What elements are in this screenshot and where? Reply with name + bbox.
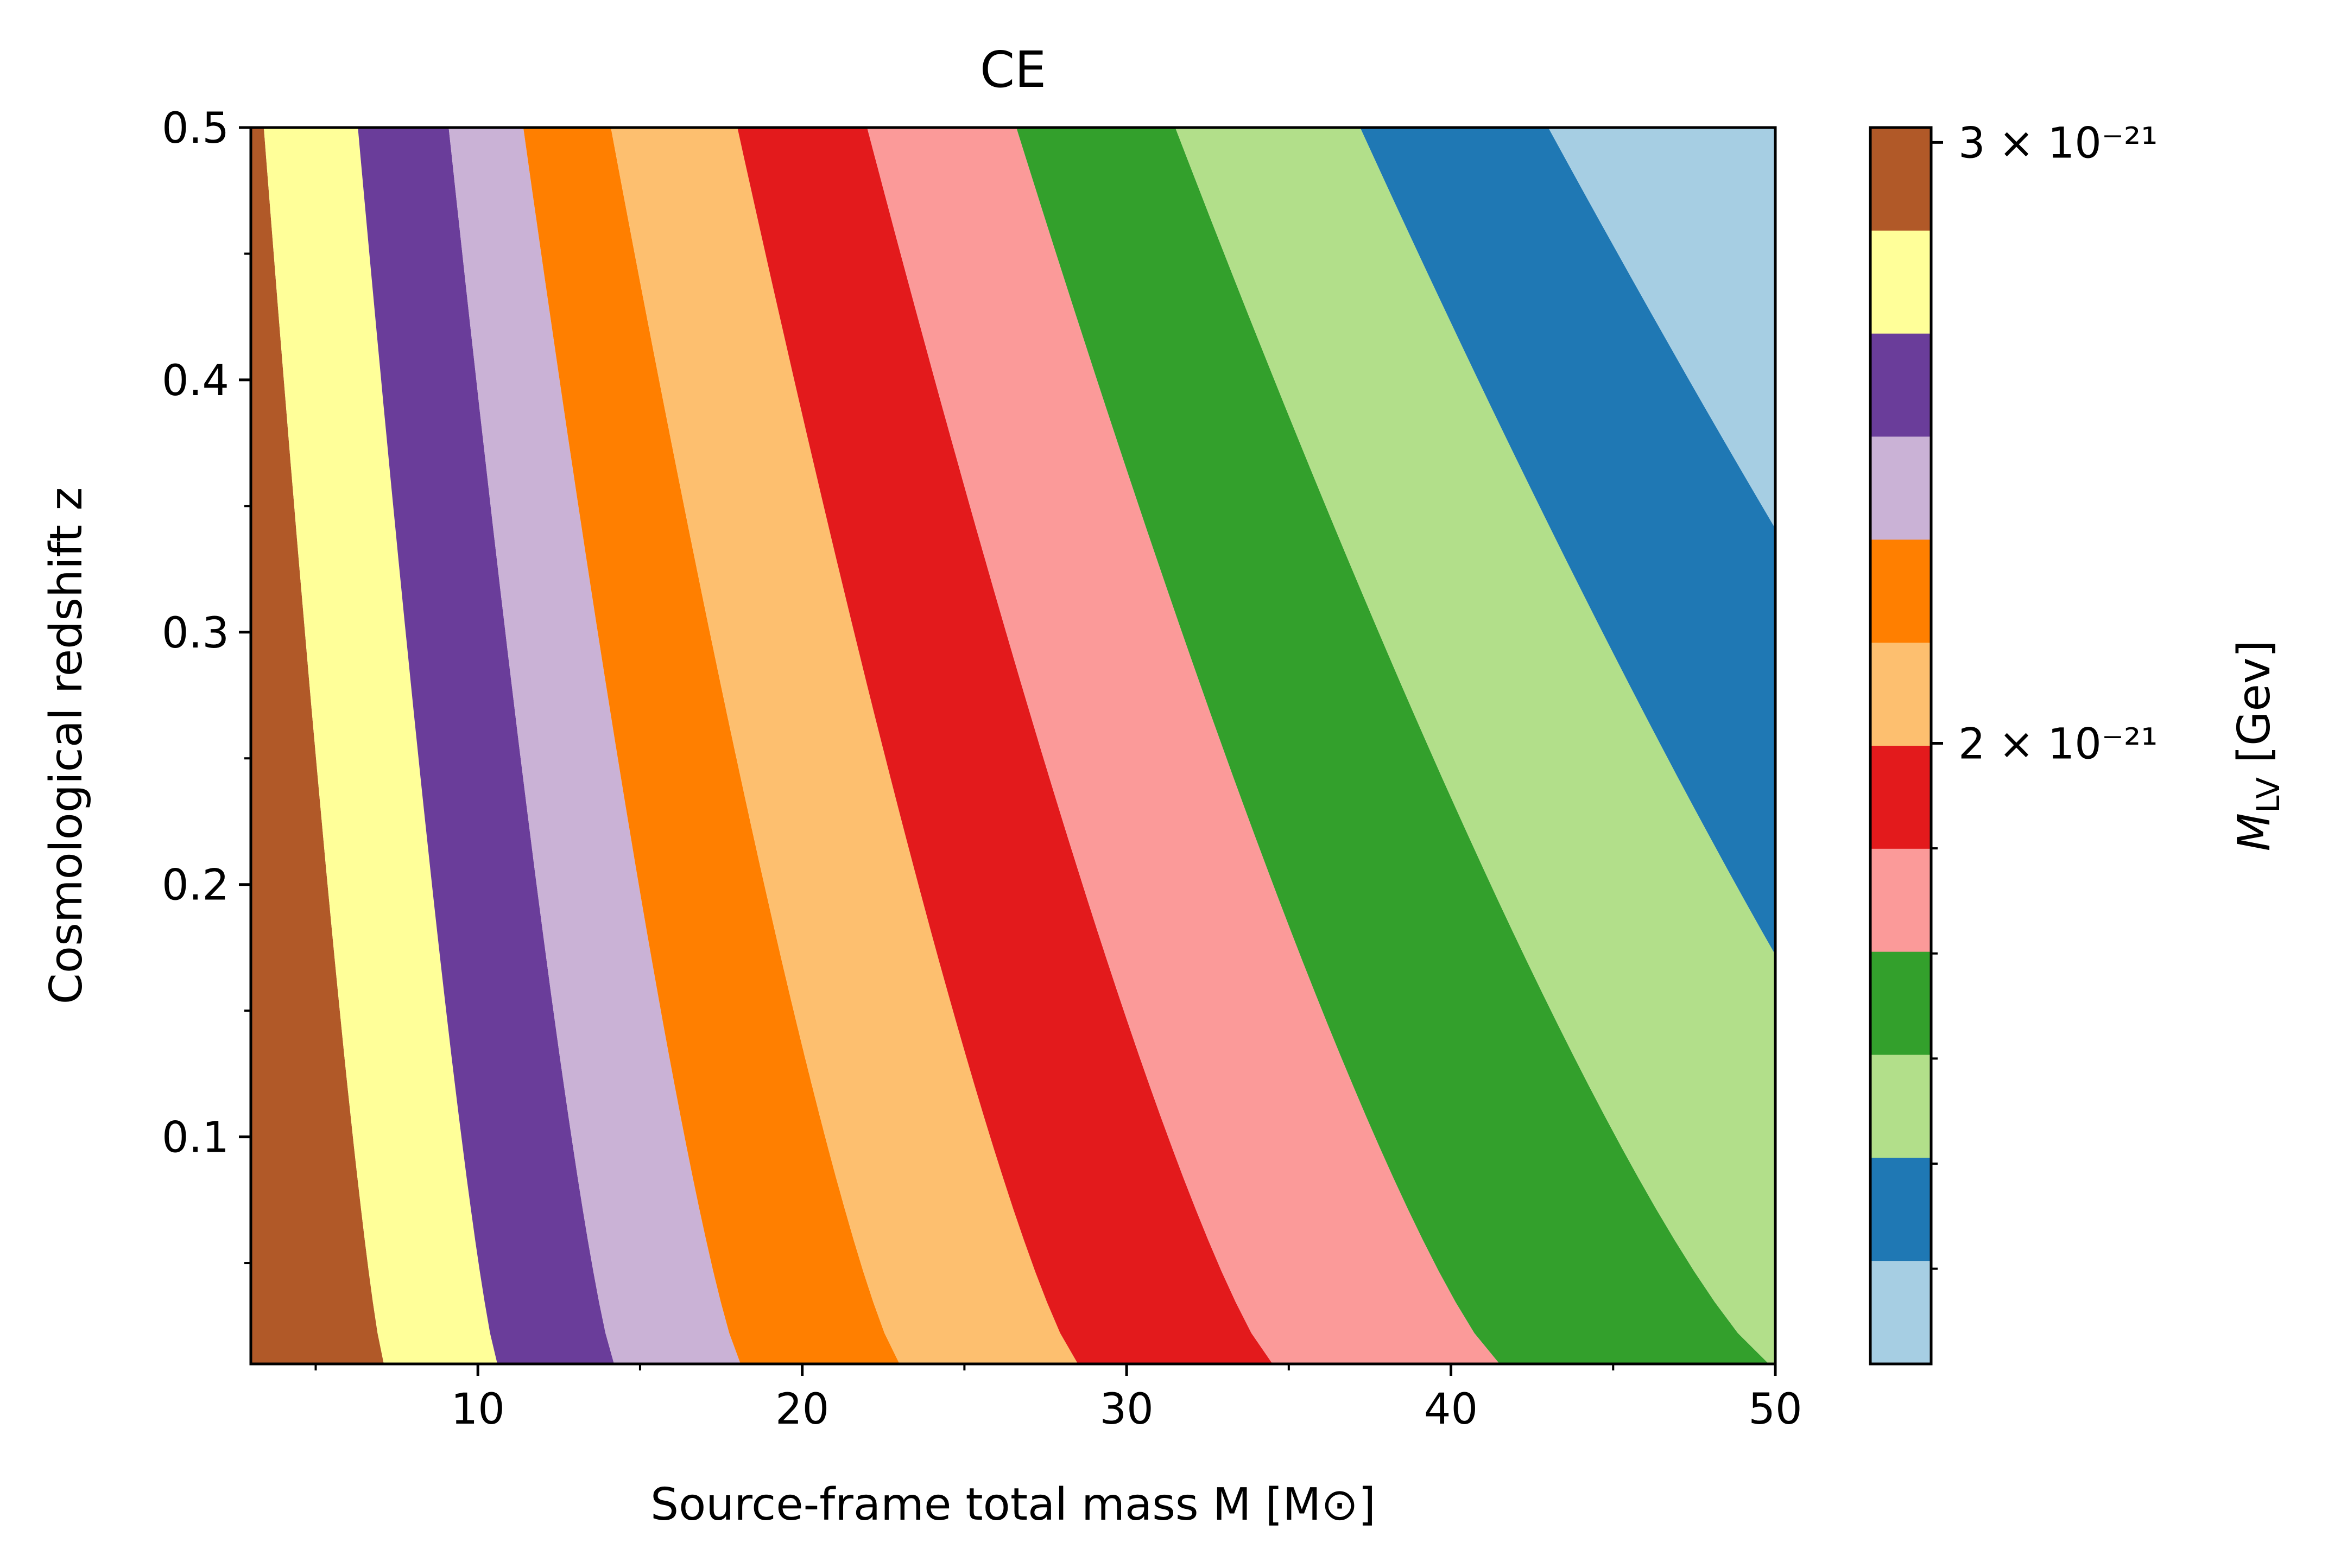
x-tick-label: 30 xyxy=(1099,1385,1153,1434)
chart-title: CE xyxy=(980,41,1046,99)
heatmap-band xyxy=(1548,128,1775,529)
colorbar-swatch xyxy=(1870,1055,1931,1158)
x-tick-label: 20 xyxy=(775,1385,829,1434)
colorbar-swatch xyxy=(1870,230,1931,334)
colorbar-swatch xyxy=(1870,848,1931,953)
colorbar-tick-label: 2 × 10⁻²¹ xyxy=(1958,720,2158,769)
colorbar-tick-label: 3 × 10⁻²¹ xyxy=(1958,119,2158,168)
colorbar-swatch xyxy=(1870,436,1931,540)
heatmap-band xyxy=(867,128,1500,1364)
colorbar-swatch xyxy=(1870,951,1931,1055)
colorbar-swatch xyxy=(1870,1261,1931,1364)
heatmap-band xyxy=(358,128,615,1364)
colorbar-swatch xyxy=(1870,1158,1931,1261)
y-axis: 0.1 0.2 0.3 0.4 0.5 xyxy=(162,104,251,1265)
colorbar-swatch xyxy=(1870,333,1931,437)
colorbar: 3 × 10⁻²¹ 2 × 10⁻²¹ xyxy=(1870,119,2158,1364)
heatmap-bands xyxy=(251,128,1775,1364)
heatmap-band xyxy=(1016,128,1769,1364)
y-tick-label: 0.2 xyxy=(162,861,229,910)
heatmap-band xyxy=(611,128,1078,1364)
plot-frame xyxy=(249,126,1777,1366)
y-tick-label: 0.1 xyxy=(162,1114,229,1163)
heatmap-band xyxy=(263,128,498,1364)
x-tick-label: 10 xyxy=(451,1385,505,1434)
heatmap-band xyxy=(737,128,1273,1364)
y-tick-label: 0.5 xyxy=(162,104,229,153)
x-tick-label: 50 xyxy=(1748,1385,1802,1434)
heatmap-band xyxy=(1175,128,1775,1364)
heatmap-band xyxy=(251,128,384,1364)
colorbar-swatch xyxy=(1870,128,1931,231)
colorbar-swatch xyxy=(1870,746,1931,849)
x-axis-label: Source-frame total mass M [M⊙] xyxy=(650,1479,1376,1531)
x-tick-label: 40 xyxy=(1424,1385,1478,1434)
colorbar-label: MLV [Gev] xyxy=(2229,640,2287,852)
y-axis-label: Cosmological redshift z xyxy=(41,487,92,1005)
colorbar-swatch xyxy=(1870,643,1931,746)
heatmap-band xyxy=(523,128,900,1364)
x-axis: 10 20 30 40 50 xyxy=(314,1364,1802,1434)
y-tick-label: 0.3 xyxy=(162,609,229,658)
heatmap-band xyxy=(1360,128,1775,955)
heatmap-band xyxy=(448,128,741,1364)
colorbar-frame xyxy=(1869,126,1933,1366)
colorbar-swatch xyxy=(1870,539,1931,643)
y-tick-label: 0.4 xyxy=(162,357,229,405)
